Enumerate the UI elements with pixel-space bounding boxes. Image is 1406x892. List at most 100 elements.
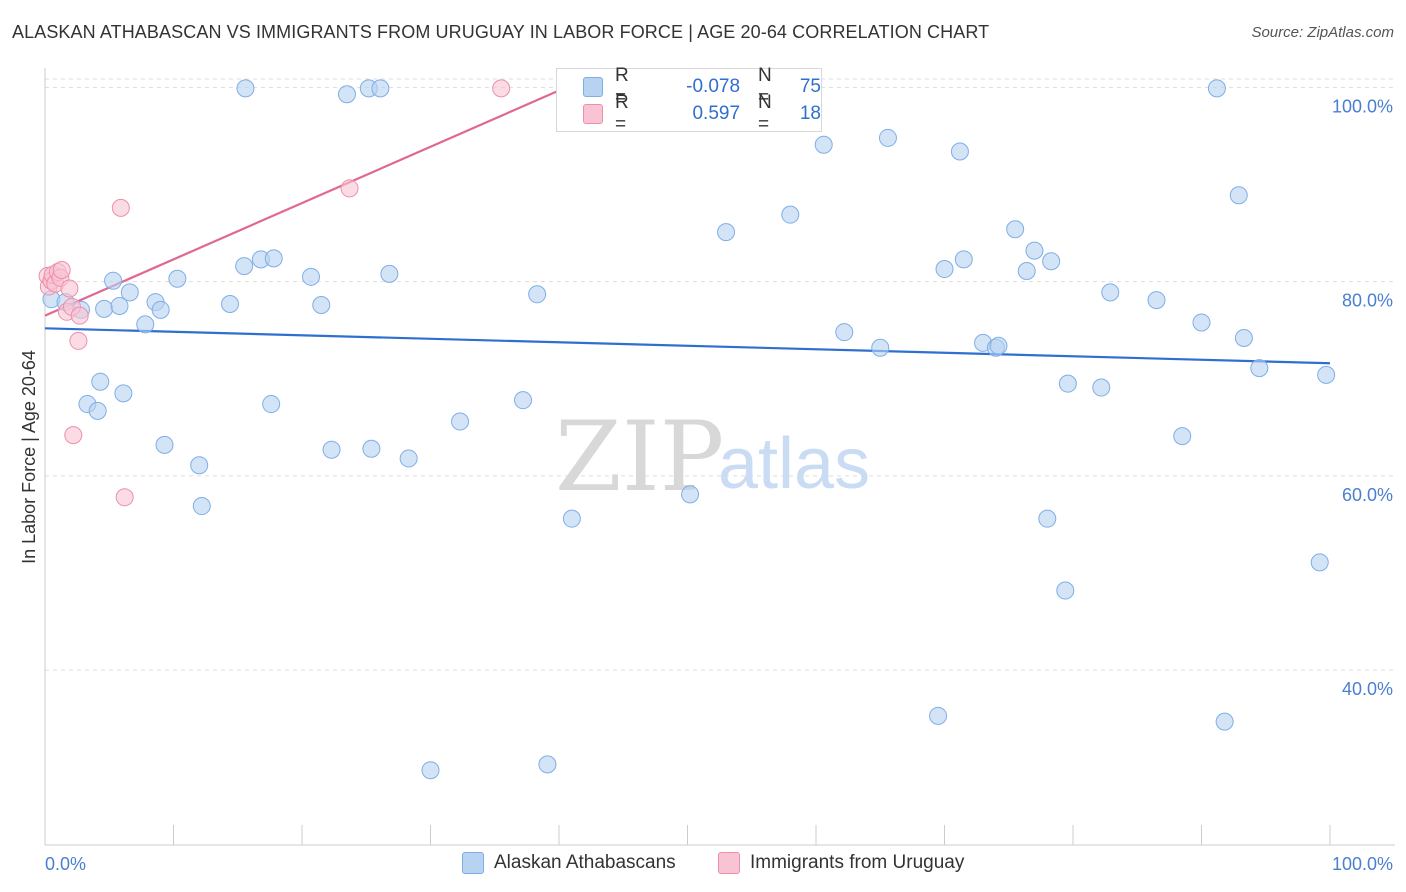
uruguay-point [64,426,83,445]
athabascan-point [95,299,114,318]
y-tick-label: 80.0% [1342,291,1393,311]
athabascan-point [236,79,255,98]
athabascan-point [421,761,440,780]
uruguay-point [340,179,359,198]
uruguay-point [115,488,134,507]
athabascan-point [262,395,281,414]
legend-item-athabascans[interactable]: Alaskan Athabascans [462,852,676,874]
y-tick-label: 100.0% [1332,96,1393,116]
uruguay-trend-line [44,88,563,317]
athabascan-point [362,439,381,458]
stats-r-value-2: 0.597 [692,103,741,124]
uruguay-point [60,279,79,298]
athabascan-point [120,283,139,302]
athabascan-point [1025,241,1044,260]
uruguay-point [69,331,88,350]
athabascan-point [1101,283,1120,302]
stats-n-label-2: N = [758,92,772,135]
athabascan-point [878,128,897,147]
athabascan-point [192,497,211,516]
bottom-legend: Alaskan Athabascans Immigrants from Urug… [0,852,1406,878]
athabascan-point [1317,365,1336,384]
trend-lines [44,88,1331,365]
stats-row-1: R = -0.078 N = 75 [615,65,821,108]
athabascan-point [136,315,155,334]
athabascan-point [929,706,948,725]
athabascan-point [681,485,700,504]
x-tick-label-start: 0.0% [45,854,86,874]
gridlines [45,78,1395,671]
athabascan-point [989,336,1008,355]
axes [44,68,1395,846]
y-tick-label: 60.0% [1342,485,1393,505]
athabascan-point [1173,427,1192,446]
athabascan-point [514,391,533,410]
athabascan-point [950,142,969,161]
tick-labels: 40.0% 60.0% 80.0% 100.0% 0.0% 100.0% [45,96,1393,874]
athabascan-point [781,205,800,224]
stats-row-2: R = 0.597 N = 18 [615,92,821,135]
athabascan-point [221,295,240,314]
athabascan-point [1058,374,1077,393]
watermark-atlas: atlas [718,424,870,504]
athabascan-point [1250,359,1269,378]
athabascan-point [1310,553,1329,572]
athabascan-point [1056,581,1075,600]
y-tick-label: 40.0% [1342,679,1393,699]
stats-legend: R = -0.078 N = 75 R = 0.597 N = 18 [556,65,822,135]
athabascan-point [1229,186,1248,205]
athabascan-point [301,267,320,286]
uruguay-point [111,198,130,217]
uruguay-point [70,306,89,325]
athabascan-point [114,384,133,403]
legend-item-uruguay[interactable]: Immigrants from Uruguay [718,852,964,874]
athabascan-point [155,435,174,454]
athabascan-point [835,323,854,342]
legend-swatch-pink [718,852,740,874]
athabascan-point [1092,378,1111,397]
uruguay-point [52,261,71,280]
athabascan-point [1234,329,1253,348]
athabascan-point [337,85,356,104]
athabascan-point [451,412,470,431]
athabascan-point [1192,313,1211,332]
athabascan-point [91,372,110,391]
athabascan-point [1207,79,1226,98]
athabascan-point [1215,712,1234,731]
stats-swatch-blue [583,77,603,97]
athabascan-point [264,249,283,268]
stats-n-value-2: 18 [799,103,821,124]
athabascan-point [168,269,187,288]
athabascan-point [1038,509,1057,528]
source-credit: Source: ZipAtlas.com [1251,24,1394,41]
athabascan-point [110,296,129,315]
athabascan-point [380,264,399,283]
athabascan-point [1042,252,1061,271]
athabascan-trend-line [44,327,1331,365]
data-points [38,79,1336,780]
athabascan-point [1006,220,1025,239]
athabascan-point [88,401,107,420]
athabascan-point [538,755,557,774]
athabascan-point [717,223,736,242]
legend-swatch-blue [462,852,484,874]
athabascan-point [1147,291,1166,310]
athabascan-point [371,79,390,98]
stats-n-value-1: 75 [799,76,821,97]
uruguay-point [492,79,511,98]
athabascan-point [1017,261,1036,280]
legend-label-uruguay: Immigrants from Uruguay [750,852,965,873]
athabascan-point [190,456,209,475]
stats-swatch-pink [583,104,603,124]
athabascan-point [104,271,123,290]
stats-r-value-1: -0.078 [686,76,741,97]
athabascan-point [528,285,547,304]
athabascan-point [954,250,973,269]
athabascan-point [814,135,833,154]
y-axis-label: In Labor Force | Age 20-64 [19,350,39,564]
athabascan-point [399,449,418,468]
x-tick-label-end: 100.0% [1332,854,1393,874]
athabascan-point [935,260,954,279]
stats-r-label-2: R = [615,92,629,135]
